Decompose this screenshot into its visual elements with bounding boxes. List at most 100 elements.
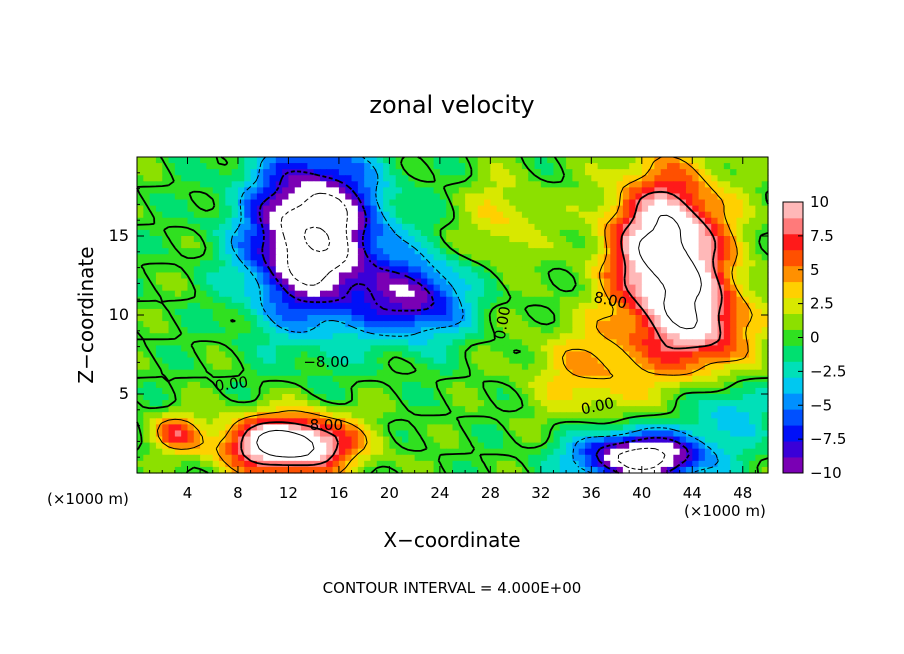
field-cell	[408, 272, 416, 280]
field-cell	[477, 369, 485, 377]
field-cell	[206, 199, 214, 207]
field-cell	[679, 296, 687, 304]
field-cell	[313, 400, 321, 407]
field-cell	[553, 308, 561, 316]
field-cell	[667, 454, 674, 462]
field-cell	[212, 412, 220, 419]
field-cell	[263, 278, 271, 286]
field-cell	[528, 278, 536, 286]
field-cell	[629, 290, 637, 298]
field-cell	[641, 321, 649, 328]
field-cell	[547, 351, 555, 359]
field-cell	[395, 199, 403, 207]
field-cell	[212, 223, 220, 231]
field-cell	[275, 315, 283, 322]
field-cell	[515, 327, 523, 334]
field-cell	[174, 369, 182, 377]
field-cell	[326, 290, 334, 298]
field-cell	[137, 315, 144, 322]
field-cell	[206, 394, 214, 401]
field-cell	[452, 339, 460, 346]
field-cell	[484, 381, 491, 389]
field-cell	[559, 424, 567, 432]
field-cell	[345, 296, 353, 304]
field-cell	[427, 278, 435, 286]
field-cell	[629, 333, 637, 340]
field-cell	[540, 363, 548, 371]
field-cell	[553, 345, 561, 353]
field-cell	[534, 315, 542, 322]
field-cell	[313, 211, 321, 219]
field-cell	[326, 369, 334, 377]
field-cell	[749, 381, 756, 389]
field-cell	[269, 339, 277, 346]
field-cell	[225, 327, 233, 334]
field-cell	[370, 175, 378, 182]
field-cell	[237, 357, 245, 365]
field-cell	[610, 302, 618, 310]
field-cell	[749, 406, 756, 413]
field-cell	[307, 211, 315, 219]
field-cell	[585, 193, 592, 201]
field-cell	[181, 418, 189, 425]
field-cell	[761, 236, 769, 243]
field-cell	[761, 394, 769, 401]
field-cell	[301, 406, 308, 413]
field-cell	[553, 169, 561, 176]
field-cell	[597, 284, 605, 292]
field-cell	[547, 363, 555, 371]
field-cell	[572, 321, 580, 328]
field-cell	[660, 369, 668, 377]
field-cell	[622, 424, 630, 432]
field-cell	[439, 205, 447, 213]
field-cell	[250, 296, 258, 304]
field-cell	[181, 363, 189, 371]
field-cell	[622, 187, 630, 195]
field-cell	[206, 351, 214, 359]
field-cell	[155, 339, 163, 346]
field-cell	[326, 315, 334, 322]
field-cell	[143, 333, 151, 340]
field-cell	[635, 454, 643, 462]
field-cell	[420, 321, 428, 328]
field-cell	[603, 302, 611, 310]
field-cell	[490, 424, 498, 432]
field-cell	[446, 315, 454, 322]
field-cell	[528, 272, 536, 280]
field-cell	[465, 430, 473, 438]
field-cell	[585, 260, 592, 267]
field-cell	[351, 169, 359, 176]
field-cell	[685, 266, 693, 274]
field-cell	[673, 187, 681, 195]
field-cell	[654, 187, 662, 195]
field-cell	[509, 418, 517, 425]
field-cell	[679, 363, 687, 371]
field-cell	[610, 363, 618, 371]
field-cell	[408, 351, 416, 359]
field-cell	[420, 442, 428, 450]
field-cell	[219, 266, 226, 274]
field-cell	[395, 424, 403, 432]
field-cell	[269, 357, 277, 365]
field-cell	[692, 387, 700, 395]
field-cell	[660, 357, 668, 365]
field-cell	[528, 363, 536, 371]
field-cell	[515, 157, 523, 164]
field-cell	[648, 345, 656, 353]
field-cell	[219, 442, 226, 450]
field-cell	[484, 394, 491, 401]
field-cell	[263, 424, 271, 432]
field-cell	[502, 448, 510, 456]
field-cell	[193, 187, 201, 195]
field-cell	[168, 357, 176, 365]
field-cell	[465, 302, 473, 310]
field-cell	[181, 430, 189, 438]
field-cell	[389, 229, 397, 237]
field-cell	[332, 308, 340, 316]
field-cell	[155, 193, 163, 201]
field-cell	[547, 387, 555, 395]
field-cell	[629, 296, 637, 304]
field-cell	[465, 266, 473, 274]
field-cell	[490, 442, 498, 450]
field-cell	[225, 211, 233, 219]
